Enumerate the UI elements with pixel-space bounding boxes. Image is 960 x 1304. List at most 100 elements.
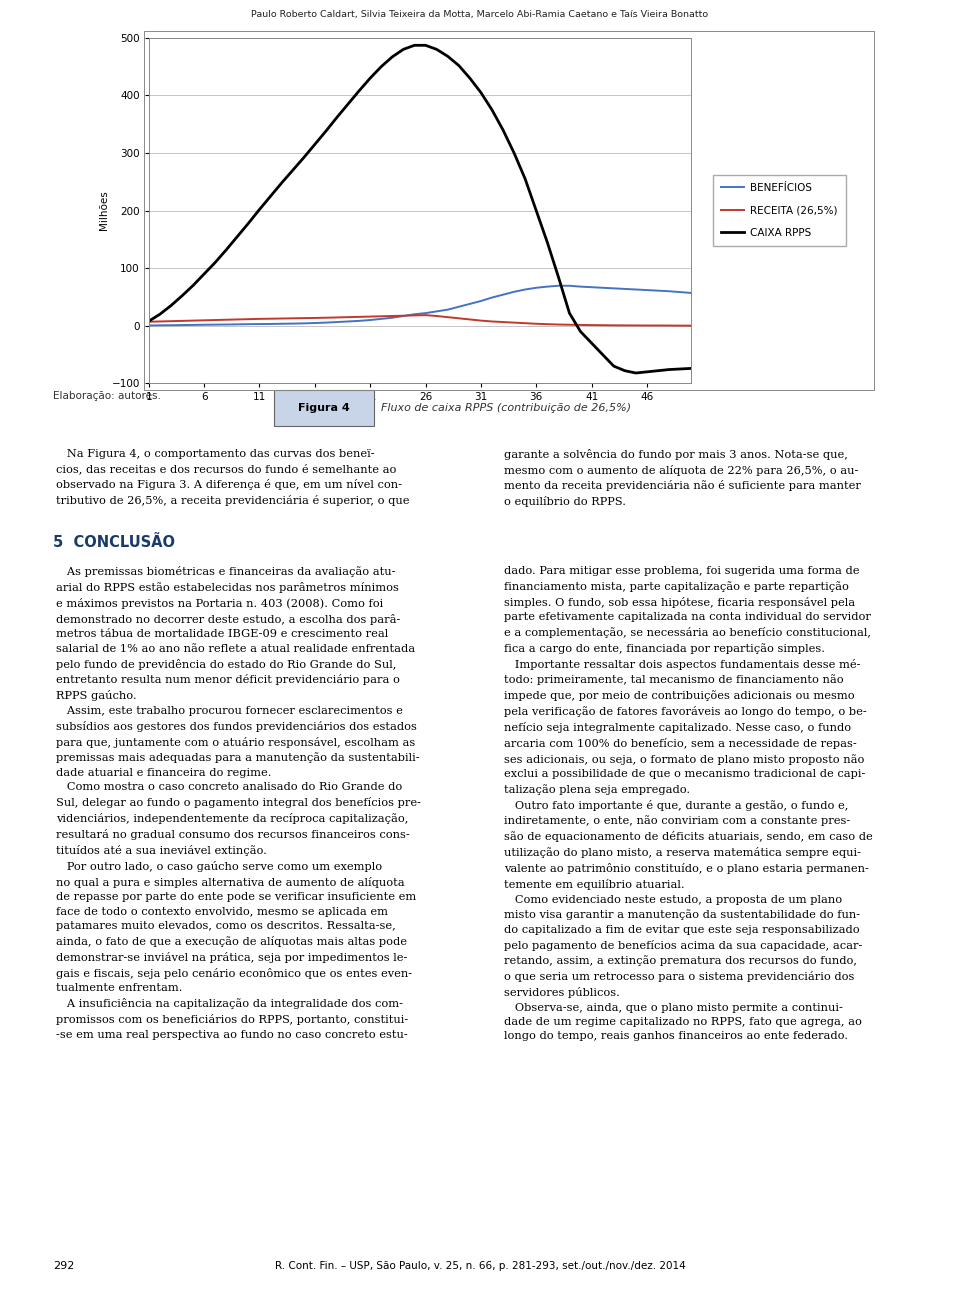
BENEFÍCIOS xyxy=(475,293,487,309)
CAIXA RPPS xyxy=(265,188,276,203)
RECEITA (26,5%) xyxy=(475,313,487,329)
BENEFÍCIOS xyxy=(353,313,365,329)
RECEITA (26,5%) xyxy=(608,317,619,333)
CAIXA RPPS xyxy=(165,297,177,313)
BENEFÍCIOS xyxy=(597,280,609,296)
CAIXA RPPS xyxy=(486,102,497,117)
Text: 292: 292 xyxy=(53,1261,74,1271)
Legend: BENEFÍCIOS, RECEITA (26,5%), CAIXA RPPS: BENEFÍCIOS, RECEITA (26,5%), CAIXA RPPS xyxy=(712,175,846,246)
RECEITA (26,5%) xyxy=(387,308,398,323)
BENEFÍCIOS xyxy=(630,282,641,297)
CAIXA RPPS xyxy=(519,171,531,186)
BENEFÍCIOS xyxy=(409,306,420,322)
CAIXA RPPS xyxy=(143,313,155,329)
CAIXA RPPS xyxy=(663,361,675,377)
CAIXA RPPS xyxy=(442,48,453,64)
Line: RECEITA (26,5%): RECEITA (26,5%) xyxy=(149,316,691,326)
CAIXA RPPS xyxy=(453,57,465,73)
CAIXA RPPS xyxy=(531,202,542,218)
RECEITA (26,5%) xyxy=(685,318,697,334)
RECEITA (26,5%) xyxy=(209,312,221,327)
BENEFÍCIOS xyxy=(397,308,409,323)
BENEFÍCIOS xyxy=(453,299,465,314)
CAIXA RPPS xyxy=(343,96,354,112)
BENEFÍCIOS xyxy=(187,317,199,333)
Text: dado. Para mitigar esse problema, foi sugerida uma forma de
financiamento mista,: dado. Para mitigar esse problema, foi su… xyxy=(504,566,873,1042)
CAIXA RPPS xyxy=(287,163,299,179)
CAIXA RPPS xyxy=(409,38,420,53)
RECEITA (26,5%) xyxy=(674,318,685,334)
Text: Paulo Roberto Caldart, Silvia Teixeira da Motta, Marcelo Abi-Ramia Caetano e Taí: Paulo Roberto Caldart, Silvia Teixeira d… xyxy=(252,10,708,20)
RECEITA (26,5%) xyxy=(519,316,531,331)
RECEITA (26,5%) xyxy=(431,308,443,323)
CAIXA RPPS xyxy=(475,85,487,100)
CAIXA RPPS xyxy=(630,365,641,381)
CAIXA RPPS xyxy=(243,215,254,231)
RECEITA (26,5%) xyxy=(177,313,188,329)
CAIXA RPPS xyxy=(353,83,365,99)
Text: garante a solvência do fundo por mais 3 anos. Nota-se que,
mesmo com o aumento d: garante a solvência do fundo por mais 3 … xyxy=(504,449,861,507)
CAIXA RPPS xyxy=(641,364,653,379)
BENEFÍCIOS xyxy=(553,278,564,293)
RECEITA (26,5%) xyxy=(409,308,420,323)
RECEITA (26,5%) xyxy=(155,314,166,330)
BENEFÍCIOS xyxy=(586,279,597,295)
CAIXA RPPS xyxy=(619,363,631,378)
BENEFÍCIOS xyxy=(253,317,265,333)
CAIXA RPPS xyxy=(365,70,376,86)
RECEITA (26,5%) xyxy=(276,310,287,326)
RECEITA (26,5%) xyxy=(564,317,575,333)
CAIXA RPPS xyxy=(397,42,409,57)
Text: 5  CONCLUSÃO: 5 CONCLUSÃO xyxy=(53,535,175,550)
BENEFÍCIOS xyxy=(575,279,587,295)
BENEFÍCIOS xyxy=(221,317,232,333)
CAIXA RPPS xyxy=(586,335,597,351)
CAIXA RPPS xyxy=(199,266,210,282)
RECEITA (26,5%) xyxy=(453,310,465,326)
BENEFÍCIOS xyxy=(209,317,221,333)
Line: BENEFÍCIOS: BENEFÍCIOS xyxy=(149,286,691,326)
BENEFÍCIOS xyxy=(387,310,398,326)
BENEFÍCIOS xyxy=(608,280,619,296)
CAIXA RPPS xyxy=(674,361,685,377)
CAIXA RPPS xyxy=(331,110,343,125)
CAIXA RPPS xyxy=(597,347,609,363)
BENEFÍCIOS xyxy=(243,317,254,333)
RECEITA (26,5%) xyxy=(253,312,265,327)
BENEFÍCIOS xyxy=(519,282,531,297)
RECEITA (26,5%) xyxy=(486,314,497,330)
RECEITA (26,5%) xyxy=(397,308,409,323)
BENEFÍCIOS xyxy=(276,316,287,331)
BENEFÍCIOS xyxy=(177,317,188,333)
RECEITA (26,5%) xyxy=(287,310,299,326)
RECEITA (26,5%) xyxy=(575,317,587,333)
BENEFÍCIOS xyxy=(420,305,431,321)
CAIXA RPPS xyxy=(553,269,564,284)
Text: Figura 4: Figura 4 xyxy=(299,403,349,413)
CAIXA RPPS xyxy=(375,59,387,74)
Y-axis label: Milhões: Milhões xyxy=(99,190,108,231)
Text: Fluxo de caixa RPPS (contribuição de 26,5%): Fluxo de caixa RPPS (contribuição de 26,… xyxy=(381,403,632,413)
BENEFÍCIOS xyxy=(442,301,453,317)
BENEFÍCIOS xyxy=(486,289,497,305)
RECEITA (26,5%) xyxy=(597,317,609,333)
BENEFÍCIOS xyxy=(298,316,309,331)
CAIXA RPPS xyxy=(685,361,697,377)
Line: CAIXA RPPS: CAIXA RPPS xyxy=(149,46,691,373)
RECEITA (26,5%) xyxy=(641,318,653,334)
CAIXA RPPS xyxy=(320,124,331,140)
RECEITA (26,5%) xyxy=(420,308,431,323)
BENEFÍCIOS xyxy=(320,314,331,330)
CAIXA RPPS xyxy=(387,50,398,65)
RECEITA (26,5%) xyxy=(442,309,453,325)
BENEFÍCIOS xyxy=(331,314,343,330)
BENEFÍCIOS xyxy=(674,284,685,300)
CAIXA RPPS xyxy=(575,323,587,339)
RECEITA (26,5%) xyxy=(586,317,597,333)
CAIXA RPPS xyxy=(564,305,575,321)
RECEITA (26,5%) xyxy=(309,310,321,326)
CAIXA RPPS xyxy=(209,254,221,270)
RECEITA (26,5%) xyxy=(663,318,675,334)
RECEITA (26,5%) xyxy=(375,309,387,325)
RECEITA (26,5%) xyxy=(531,316,542,331)
